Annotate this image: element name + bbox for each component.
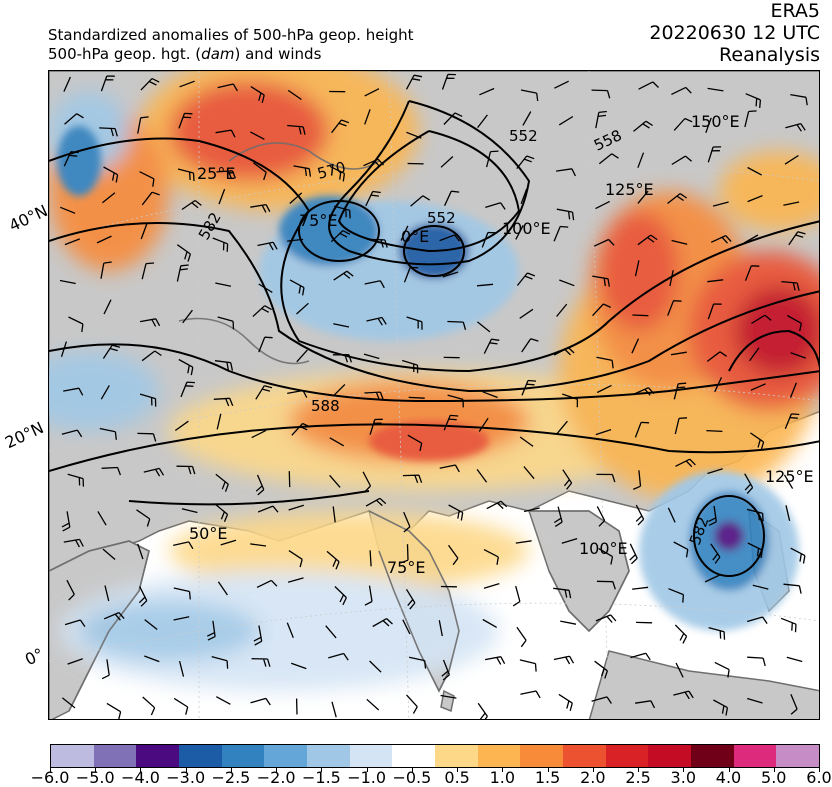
colorbar-tick-label: 0.5 [444,768,469,787]
colorbar-segment [563,745,606,767]
map-metadata: ERA5 20220630 12 UTC Reanalysis [649,0,820,66]
lon-label-100e-north: 100°E [502,219,551,238]
colorbar-segment [520,745,563,767]
lat-label-0: 0° [22,644,47,669]
lat-label-20n: 20°N [2,418,47,452]
colorbar-tick-label: −2.0 [257,768,296,787]
wind-barb [632,315,648,316]
colorbar-segment [648,745,691,767]
colorbar-segment [435,745,478,767]
contour-label-552: 552 [509,127,538,145]
colorbar-tick-label: 1.0 [490,768,515,787]
colorbar-segment [350,745,393,767]
colorbar-tick-label: 2.5 [625,768,650,787]
colorbar-tick-label: −2.5 [212,768,251,787]
lon-label-125e-north: 125°E [605,180,654,199]
datetime-label: 20220630 12 UTC [649,22,820,44]
lon-label-100e: 100°E [579,539,628,558]
contour-label-552-south: 552 [427,209,456,227]
lat-label-40n: 40°N [6,201,51,235]
colorbar-tick-label: 5.0 [761,768,786,787]
colorbar-tick-label: 1.5 [535,768,560,787]
colorbar-tick-label: −3.0 [166,768,205,787]
colorbar-segment [734,745,777,767]
map-canvas: 25°E 50°E 75°E 100°E 125°E 150°E 75°E 10… [49,71,820,720]
colorbar [50,744,820,768]
lon-label-150e: 150°E [691,112,740,131]
colorbar-segment [776,745,819,767]
colorbar-tick-label: −1.5 [302,768,341,787]
colorbar-tick-label: −0.5 [392,768,431,787]
contour-label-588: 588 [311,397,340,415]
lon-label-50e: 50°E [189,524,227,543]
colorbar-tick-label: −5.0 [76,768,115,787]
colorbar-segment [51,745,94,767]
lon-label-25e: 25°E [197,164,235,183]
colorbar-segment [606,745,649,767]
colorbar-segment [307,745,350,767]
colorbar-segment [136,745,179,767]
colorbar-tick-label: −4.0 [121,768,160,787]
title-line-2: 500-hPa geop. hgt. (dam) and winds [48,45,414,64]
title-unit: dam [201,45,234,63]
colorbar-tick-label: 3.0 [671,768,696,787]
colorbar-tick-label: −6.0 [31,768,70,787]
lon-label-75e: 75°E [387,558,425,577]
colorbar-segment [94,745,137,767]
colorbar-segment [222,745,265,767]
colorbar-tick-label: 6.0 [806,768,831,787]
title-line-1: Standardized anomalies of 500-hPa geop. … [48,26,414,45]
anomaly-map: 25°E 50°E 75°E 100°E 125°E 150°E 75°E 10… [48,70,820,720]
lon-label-125e: 125°E [765,467,814,486]
wind-barb [706,431,722,432]
colorbar-segment [179,745,222,767]
source-label: ERA5 [649,0,820,22]
lon-label-0e: 0°E [401,227,429,246]
title-line-2-pre: 500-hPa geop. hgt. ( [48,45,201,63]
colorbar-segment [264,745,307,767]
product-label: Reanalysis [649,44,820,66]
colorbar-tick-label: 2.0 [580,768,605,787]
colorbar-segment [392,745,435,767]
colorbar-segment [478,745,521,767]
map-title: Standardized anomalies of 500-hPa geop. … [48,26,414,64]
title-line-2-post: ) and winds [235,45,322,63]
lon-label-75e-north: 75°E [299,211,337,230]
wind-barb [409,397,425,398]
colorbar-tick-label: −1.0 [347,768,386,787]
colorbar-segment [691,745,734,767]
colorbar-tick-label: 4.0 [716,768,741,787]
